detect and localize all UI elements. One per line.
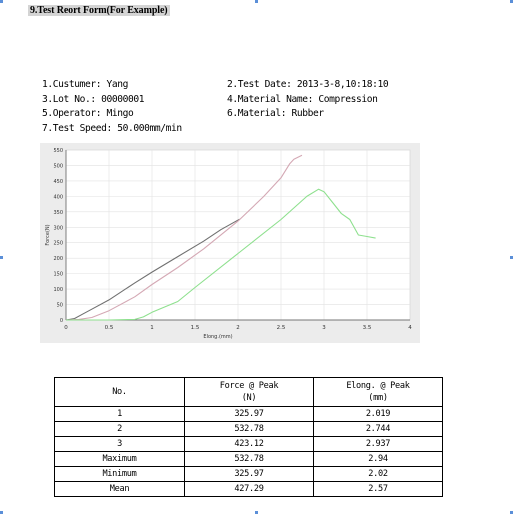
row-force: 325.97 [184,406,314,422]
table-row: 1 325.97 2.019 [54,406,443,422]
row-force: 423.12 [184,436,314,452]
series-line-2 [65,154,303,321]
y-tick-label: 200 [53,256,63,262]
info-customer: 1.Custumer: Yang [42,79,129,90]
info-lot-no: 3.Lot No.: 00000001 [42,94,145,105]
y-axis-label: Force(N) [45,224,51,245]
row-label: Minimum [54,466,185,482]
series-line-3 [66,188,376,321]
table-row: Mean 427.29 2.57 [54,481,443,497]
row-force: 427.29 [184,481,314,497]
chart-svg: 0 50 100 150 200 250 300 350 400 450 500 550 0 0.5 1 1.… [40,143,420,343]
y-tick-label: 0 [60,318,63,324]
results-table: No. Force @ Peak (N) Elong. @ Peak (mm) … [54,377,443,497]
y-tick-label: 100 [53,287,63,293]
y-tick-label: 300 [53,225,63,231]
info-test-date: 2.Test Date: 2013-3-8,10:18:10 [227,79,389,90]
page-corner-mark [510,256,513,259]
table-header-row: No. Force @ Peak (N) Elong. @ Peak (mm) [54,377,443,407]
y-tick-label: 350 [53,210,63,216]
page-corner-mark [0,256,3,259]
x-tick-label: 2 [236,325,240,331]
x-tick-label: 0 [64,325,68,331]
y-tick-label: 150 [53,272,63,278]
x-tick-label: 3 [322,325,326,331]
row-label: Mean [54,481,185,497]
x-tick-label: 1.5 [191,325,200,331]
x-tick-label: 1 [150,325,154,331]
row-force: 532.78 [184,451,314,467]
y-tick-label: 250 [53,241,63,247]
section-heading: 9.Test Reort Form(For Example) [28,5,170,16]
row-elong: 2.02 [313,466,443,482]
x-tick-label: 0.5 [105,325,114,331]
y-tick-label: 400 [53,194,63,200]
row-force: 325.97 [184,466,314,482]
row-label: 2 [54,421,185,437]
heading-text: 9.Test Reort Form(For Example) [30,5,168,16]
row-label: 1 [54,406,185,422]
header-elong-peak: Elong. @ Peak (mm) [313,377,443,407]
info-operator: 5.Operator: Mingo [42,108,134,119]
page-corner-mark [0,511,3,514]
table-row: Maximum 532.78 2.94 [54,451,443,467]
y-tick-label: 50 [57,303,63,309]
row-elong: 2.019 [313,406,443,422]
series-line-1 [65,218,240,321]
page-corner-mark [510,0,513,3]
table-row: 3 423.12 2.937 [54,436,443,452]
y-tick-label: 550 [53,148,63,154]
row-elong: 2.937 [313,436,443,452]
header-force-peak: Force @ Peak (N) [184,377,314,407]
table-row: 2 532.78 2.744 [54,421,443,437]
force-elongation-chart: 0 50 100 150 200 250 300 350 400 450 500 550 0 0.5 1 1.… [40,143,420,343]
info-material-name: 4.Material Name: Compression [227,94,378,105]
x-tick-label: 2.5 [277,325,286,331]
row-label: Maximum [54,451,185,467]
info-material: 6.Material: Rubber [227,108,324,119]
header-no: No. [54,377,185,407]
x-axis-label: Elong.(mm) [203,334,232,340]
row-force: 532.78 [184,421,314,437]
page-corner-mark [0,0,3,3]
row-elong: 2.744 [313,421,443,437]
x-tick-label: 4 [408,325,412,331]
y-tick-label: 450 [53,179,63,185]
row-label: 3 [54,436,185,452]
x-tick-label: 3.5 [363,325,372,331]
info-test-speed: 7.Test Speed: 50.000mm/min [42,123,182,134]
row-elong: 2.94 [313,451,443,467]
page-corner-mark [255,511,258,514]
y-tick-label: 500 [53,163,63,169]
page-corner-mark [510,511,513,514]
row-elong: 2.57 [313,481,443,497]
page-corner-mark [255,0,258,3]
table-row: Minimum 325.97 2.02 [54,466,443,482]
